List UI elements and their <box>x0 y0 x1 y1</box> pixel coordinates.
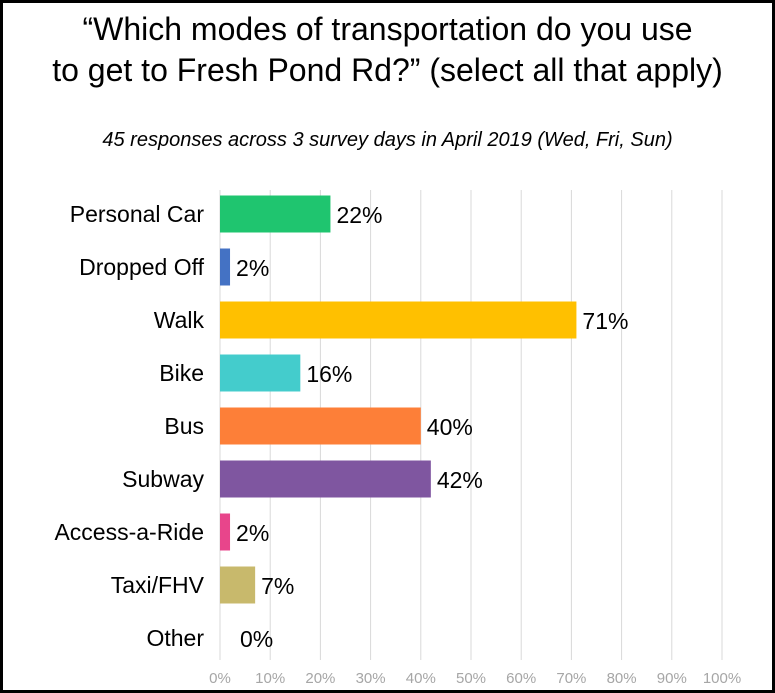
x-tick-label: 30% <box>356 670 386 687</box>
bar <box>220 566 256 604</box>
bar <box>220 513 231 551</box>
value-label: 42% <box>437 467 483 493</box>
value-label: 16% <box>306 361 352 387</box>
chart-title-line-1: “Which modes of transportation do you us… <box>82 11 693 47</box>
value-label: 40% <box>427 414 473 440</box>
category-label: Walk <box>154 307 205 333</box>
chart-title: “Which modes of transportation do you us… <box>3 9 772 91</box>
bar <box>220 248 231 286</box>
x-tick-label: 90% <box>657 670 687 687</box>
bar <box>220 195 331 233</box>
category-label: Dropped Off <box>79 254 204 280</box>
bar <box>220 354 301 392</box>
bar <box>220 407 421 445</box>
x-tick-label: 70% <box>556 670 586 687</box>
category-label: Bike <box>159 360 204 386</box>
chart-subtitle: 45 responses across 3 survey days in Apr… <box>102 129 673 151</box>
x-tick-label: 20% <box>305 670 335 687</box>
value-label: 71% <box>582 308 628 334</box>
value-label: 2% <box>236 520 269 546</box>
chart-title-line-2: to get to Fresh Pond Rd?” (select all th… <box>52 52 723 88</box>
category-label: Bus <box>164 413 204 439</box>
category-label: Subway <box>122 466 204 492</box>
bar <box>220 460 431 498</box>
x-tick-label: 10% <box>255 670 285 687</box>
x-tick-label: 80% <box>607 670 637 687</box>
value-label: 7% <box>261 573 294 599</box>
x-tick-label: 50% <box>456 670 486 687</box>
x-tick-label: 0% <box>209 670 231 687</box>
value-label: 22% <box>336 202 382 228</box>
value-label: 0% <box>240 626 273 652</box>
x-tick-label: 100% <box>703 670 741 687</box>
x-tick-label: 60% <box>506 670 536 687</box>
category-label: Access-a-Ride <box>54 519 204 545</box>
category-label: Personal Car <box>70 201 205 227</box>
bar <box>220 301 577 339</box>
category-label: Other <box>146 625 204 651</box>
x-tick-label: 40% <box>406 670 436 687</box>
value-label: 2% <box>236 255 269 281</box>
category-label: Taxi/FHV <box>111 572 205 598</box>
